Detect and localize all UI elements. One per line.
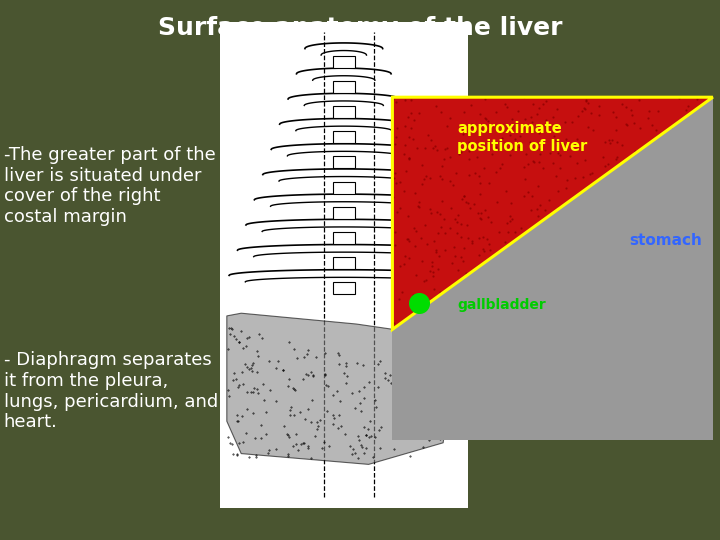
Text: -The greater part of the
liver is situated under
cover of the right
costal margi: -The greater part of the liver is situat… [4, 146, 215, 226]
Text: gallbladder: gallbladder [457, 298, 546, 312]
Point [413, 299, 425, 308]
Bar [220, 22, 468, 508]
Bar [333, 257, 354, 269]
Bar [333, 56, 354, 68]
Text: stomach: stomach [629, 233, 702, 248]
Bar [333, 157, 354, 168]
Text: approximate
position of liver: approximate position of liver [457, 122, 588, 154]
Bar [333, 131, 354, 143]
Text: - Diaphragm separates
it from the pleura,
lungs, pericardium, and
heart.: - Diaphragm separates it from the pleura… [4, 351, 218, 431]
Text: Surface anatomy of the liver: Surface anatomy of the liver [158, 16, 562, 40]
Bar [333, 106, 354, 118]
Bar [333, 81, 354, 93]
Bar [333, 282, 354, 294]
Polygon shape [227, 313, 456, 464]
Bar [333, 181, 354, 193]
Bar [333, 232, 354, 244]
Bar [392, 97, 713, 440]
Bar [333, 207, 354, 219]
Polygon shape [392, 97, 713, 329]
